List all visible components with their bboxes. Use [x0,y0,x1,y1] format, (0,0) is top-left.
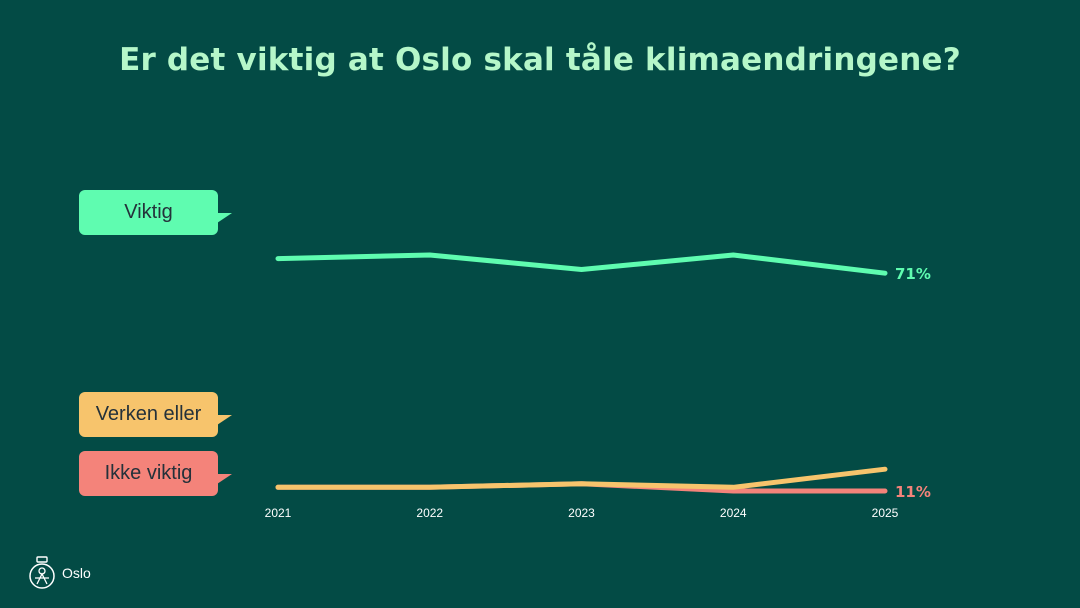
legend-label-verken-eller: Verken eller [79,392,232,437]
x-tick-label: 2025 [872,506,899,520]
x-tick-label: 2023 [568,506,595,520]
legend-label-ikke-viktig: Ikke viktig [79,451,232,496]
oslo-logo: Oslo [28,556,91,590]
x-tick-label: 2022 [416,506,443,520]
end-label-ikke-viktig: 11% [895,483,931,501]
end-label-viktig: 71% [895,265,931,283]
series-line-viktig [275,252,888,276]
chart-title: Er det viktig at Oslo skal tåle klimaend… [119,42,961,78]
series-line-verken-eller [275,466,888,490]
legend-label-viktig: Viktig [79,190,232,235]
x-tick-label: 2024 [720,506,747,520]
x-tick-label: 2021 [265,506,292,520]
oslo-crest-icon [29,556,55,589]
logo-text: Oslo [62,565,91,581]
